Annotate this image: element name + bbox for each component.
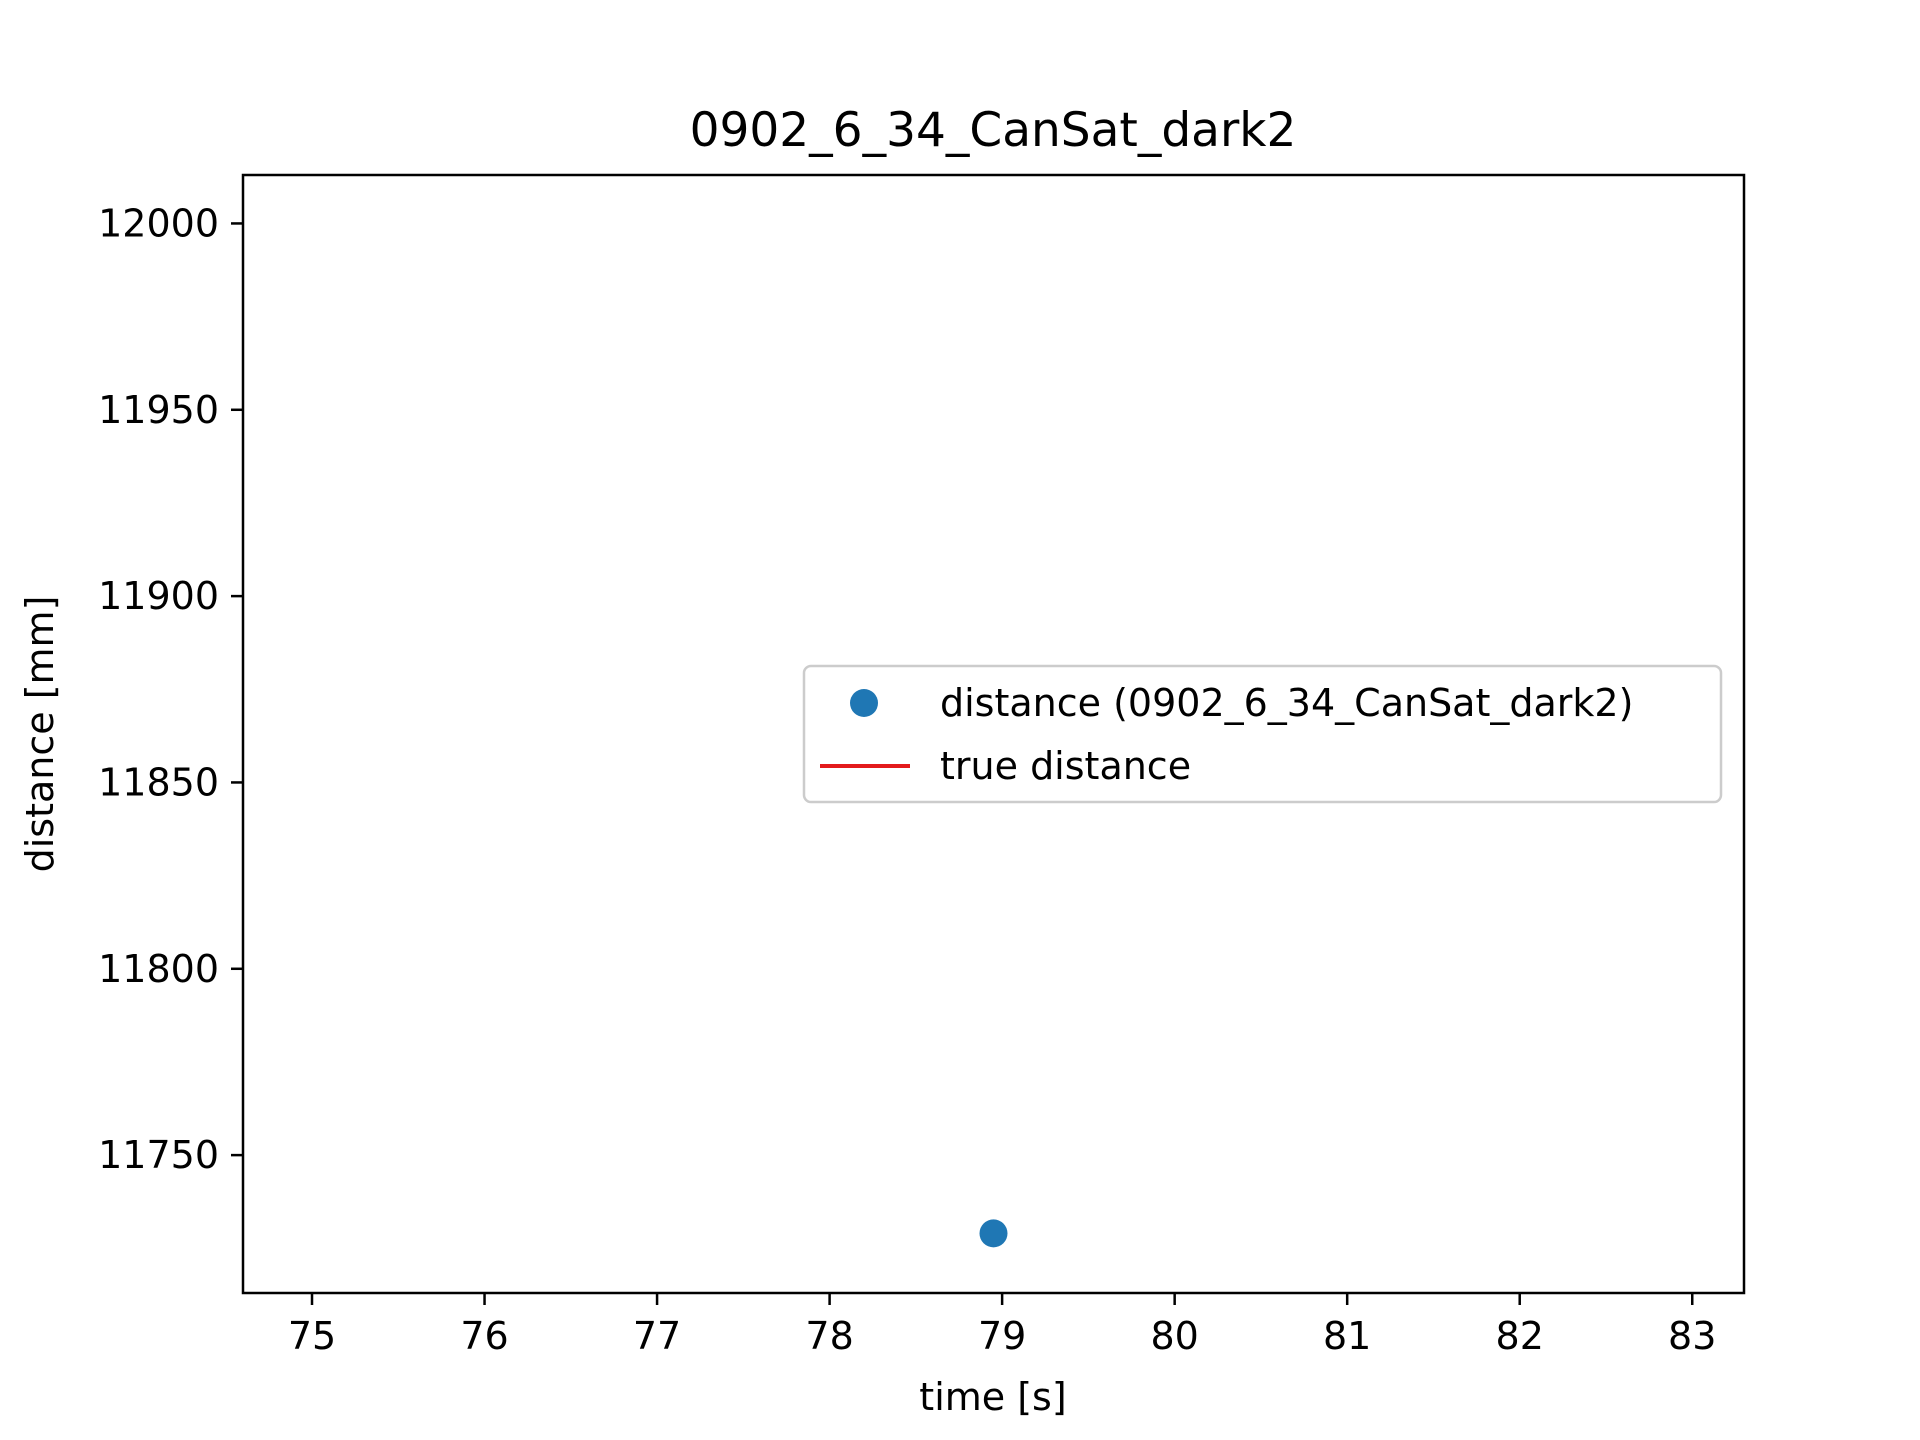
y-tick-label: 11800 bbox=[98, 947, 219, 991]
y-tick-label: 11750 bbox=[98, 1133, 219, 1177]
y-tick-label: 11950 bbox=[98, 388, 219, 432]
x-axis-ticks: 75 76 77 78 79 80 81 82 83 bbox=[288, 1293, 1716, 1358]
x-tick-label: 75 bbox=[288, 1314, 336, 1358]
legend-box bbox=[802, 664, 1723, 804]
y-axis-label: distance [mm] bbox=[18, 596, 62, 873]
x-tick-label: 80 bbox=[1150, 1314, 1198, 1358]
chart-title: 0902_6_34_CanSat_dark2 bbox=[690, 103, 1297, 158]
legend-label: true distance bbox=[940, 744, 1191, 788]
x-tick-label: 78 bbox=[805, 1314, 853, 1358]
x-tick-label: 76 bbox=[460, 1314, 508, 1358]
data-marks bbox=[979, 1219, 1008, 1248]
y-tick-label: 11850 bbox=[98, 760, 219, 804]
x-tick-label: 79 bbox=[978, 1314, 1026, 1358]
scatter-point bbox=[979, 1219, 1008, 1248]
y-axis-ticks: 11750 11800 11850 11900 11950 12000 bbox=[98, 201, 243, 1177]
plot-frame bbox=[241, 173, 1746, 1295]
y-tick-label: 12000 bbox=[98, 201, 219, 245]
y-tick-label: 11900 bbox=[98, 574, 219, 618]
x-axis-label: time [s] bbox=[919, 1375, 1066, 1419]
legend-marker-scatter bbox=[850, 689, 878, 717]
legend: distance (0902_6_34_CanSat_dark2)true di… bbox=[802, 664, 1723, 804]
x-tick-label: 81 bbox=[1323, 1314, 1371, 1358]
x-tick-label: 82 bbox=[1496, 1314, 1544, 1358]
x-tick-label: 77 bbox=[633, 1314, 681, 1358]
x-tick-label: 83 bbox=[1668, 1314, 1716, 1358]
legend-label: distance (0902_6_34_CanSat_dark2) bbox=[940, 681, 1633, 725]
